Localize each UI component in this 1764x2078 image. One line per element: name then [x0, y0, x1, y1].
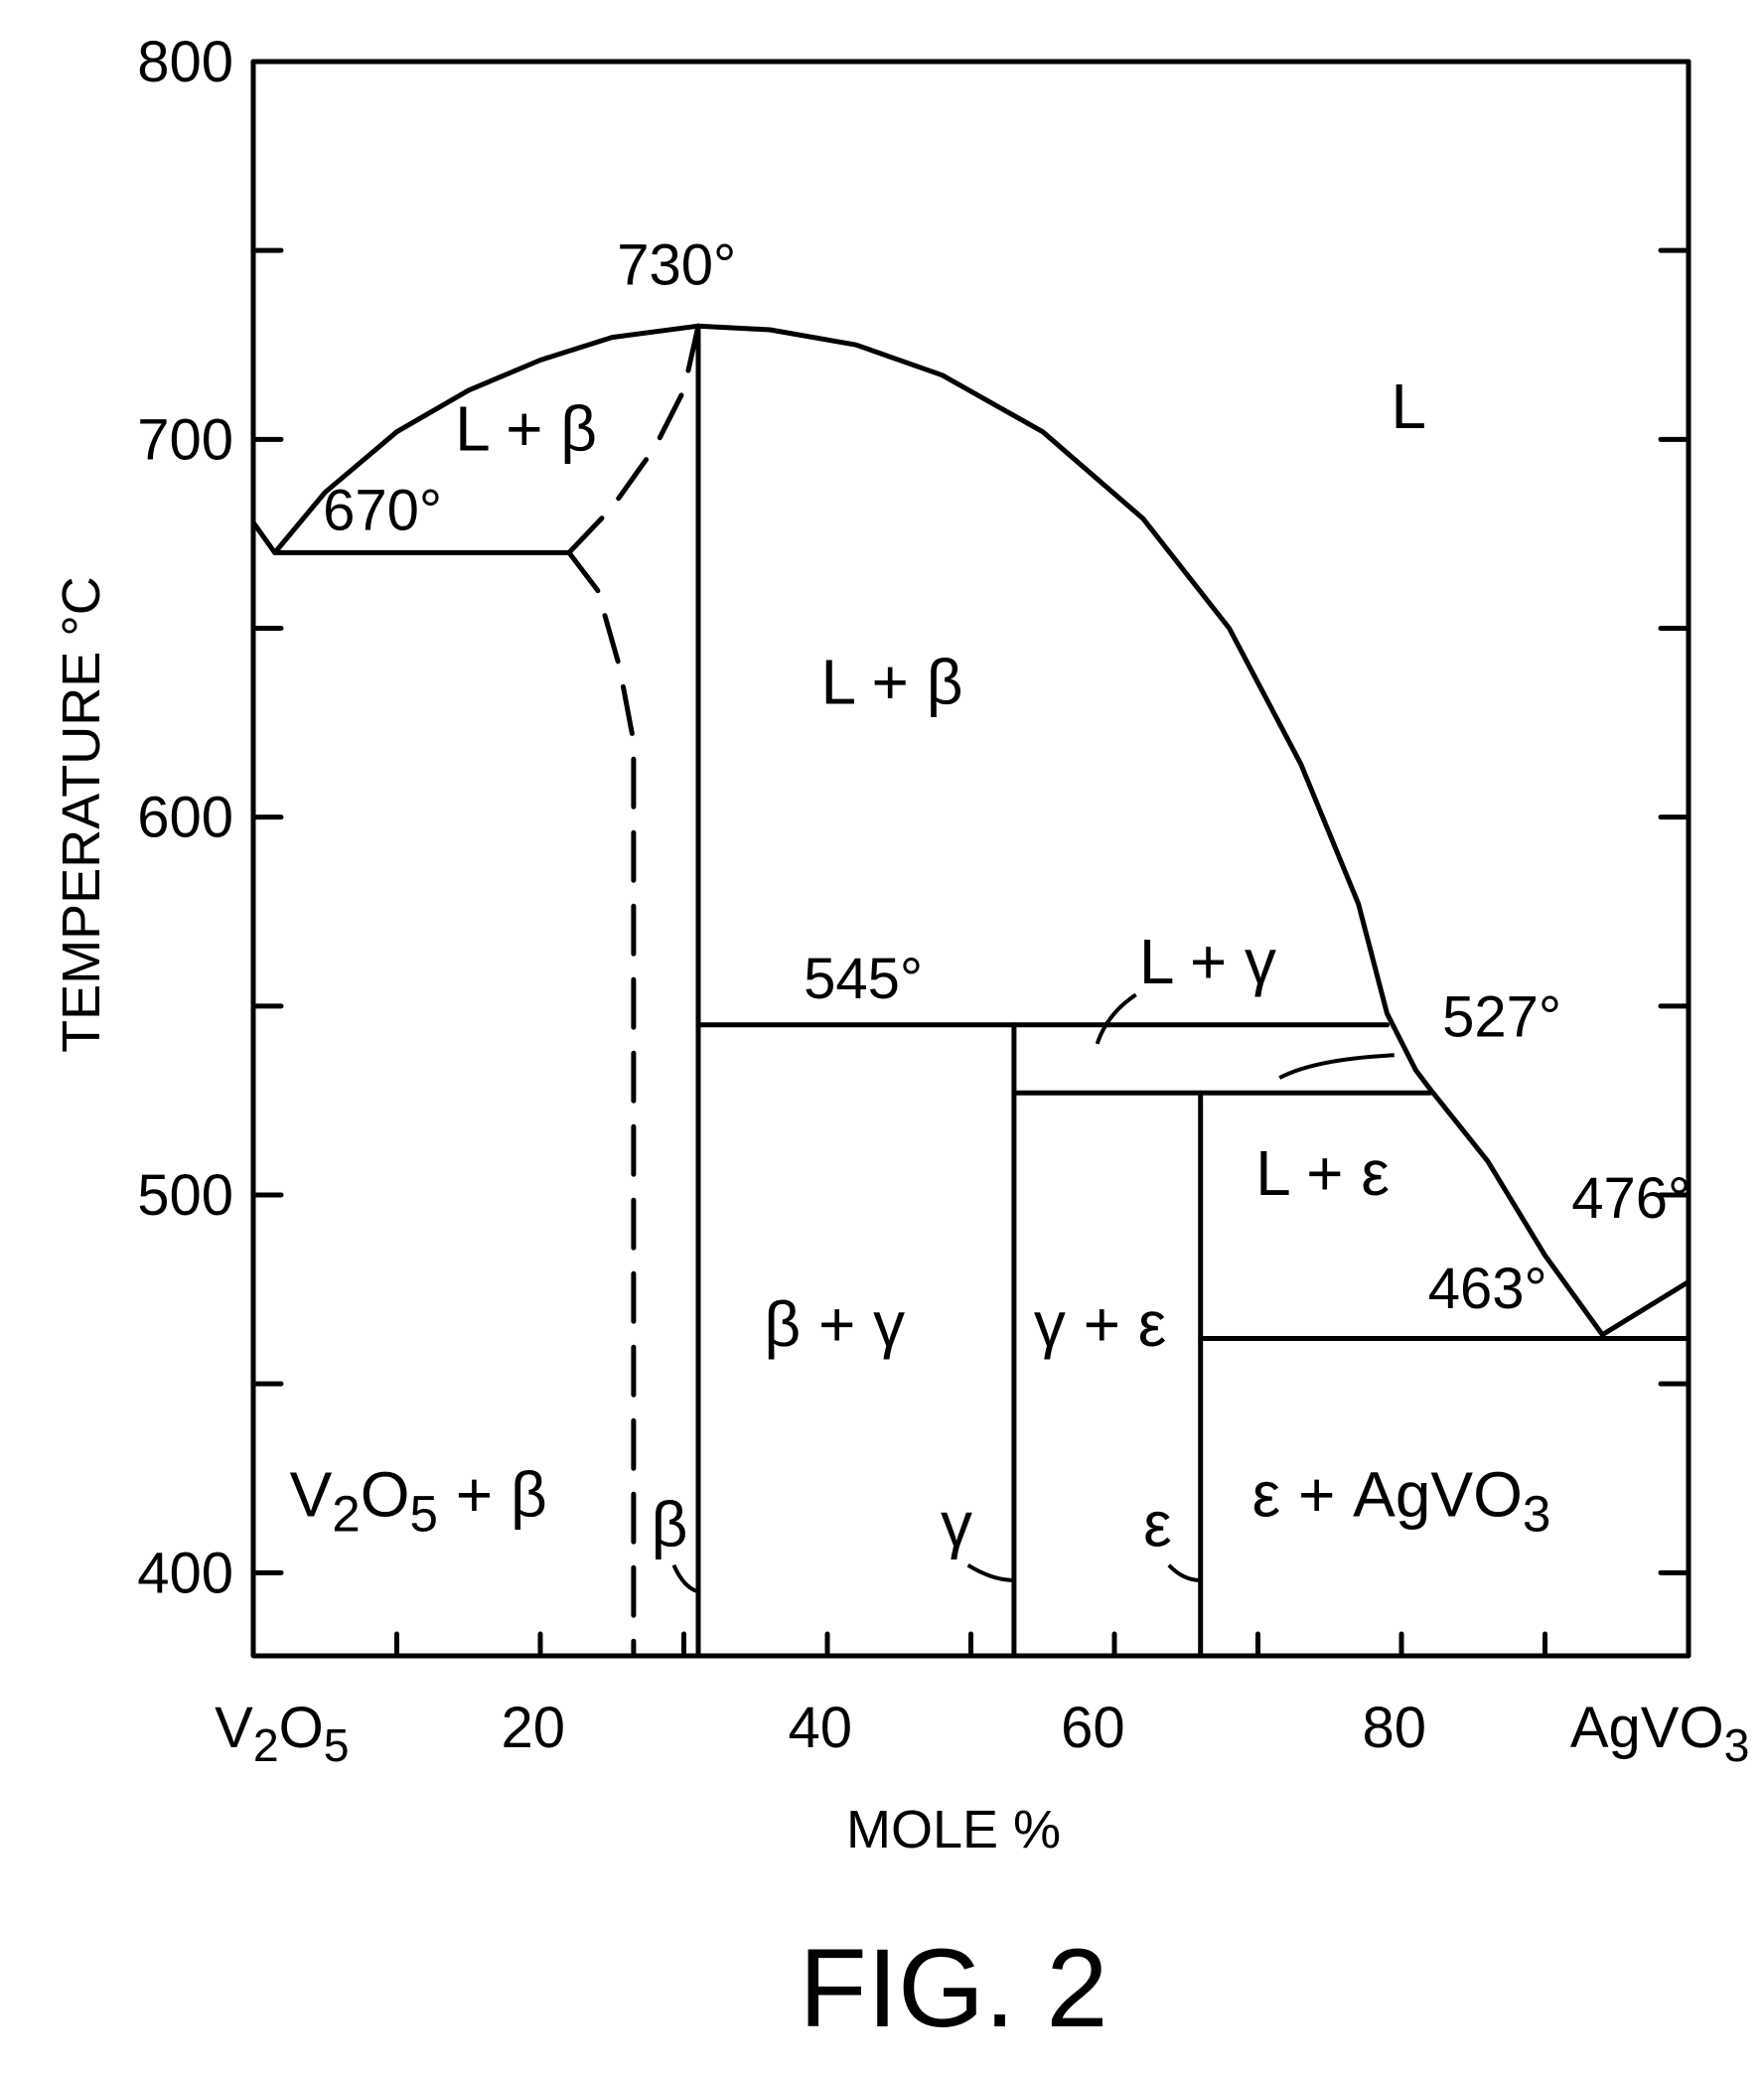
temperature-label: 527° [1442, 984, 1561, 1049]
plot-frame [250, 59, 1691, 1659]
y-tick-label: 500 [137, 1163, 233, 1228]
y-tick-label: 700 [137, 407, 233, 472]
x-tick-label: V2O5 [215, 1696, 349, 1771]
phase-region-label: ε + AgVO3 [1252, 1458, 1551, 1542]
leader-3 [1095, 992, 1137, 1045]
y-tick-label: 600 [137, 786, 233, 850]
y-axis-title: TEMPERATURE °C [52, 576, 111, 1053]
temperature-label: 545° [804, 947, 923, 1011]
temperature-label: 730° [617, 232, 736, 297]
phase-region-label: L + β [821, 647, 963, 718]
leader-1 [966, 1563, 1014, 1582]
x-tick-label: 20 [502, 1696, 566, 1760]
x-axis-title: MOLE % [846, 1800, 1061, 1859]
x-tick-label: AgVO3 [1570, 1696, 1750, 1771]
label-leaders [671, 992, 1395, 1594]
x-tick-label: 40 [789, 1696, 853, 1760]
phase-region-label: β [652, 1489, 688, 1560]
phase-boundaries [250, 323, 1691, 1659]
leader-0 [671, 1563, 699, 1594]
phase-region-label: γ + ε [1034, 1288, 1166, 1360]
line-solvus-upper-dashed [566, 323, 701, 555]
phase-region-label: β + γ [764, 1288, 905, 1360]
axis-ticks [250, 59, 1691, 1659]
phase-region-label: L + β [455, 393, 597, 465]
line-liquidus-left [250, 323, 701, 555]
temperature-label: 463° [1428, 1257, 1547, 1321]
temperature-label: 670° [323, 479, 442, 543]
y-tick-label: 400 [137, 1541, 233, 1605]
figure-caption: FIG. 2 [799, 1926, 1107, 2050]
leader-2 [1167, 1563, 1201, 1582]
line-liquidus-right [695, 323, 1691, 1338]
phase-region-label: γ [941, 1489, 972, 1560]
temperature-label: 476° [1571, 1166, 1690, 1231]
plot-border [250, 59, 1691, 1659]
chart-labels: V2O5 20 40 60 80 AgVO3 400 500 600 700 800 L L + β L … [137, 30, 1749, 1771]
x-tick-label: 80 [1363, 1696, 1427, 1760]
phase-region-label: L + γ [1139, 926, 1276, 997]
y-tick-label: 800 [137, 30, 233, 94]
phase-region-label: L + ε [1255, 1137, 1390, 1209]
line-solvus-lower-dashed [566, 549, 637, 1659]
x-tick-label: 60 [1061, 1696, 1125, 1760]
leader-4 [1278, 1053, 1395, 1080]
phase-region-label: ε [1143, 1489, 1172, 1560]
phase-region-label: V2O5 + β [290, 1458, 547, 1542]
phase-region-label: L [1391, 371, 1426, 442]
